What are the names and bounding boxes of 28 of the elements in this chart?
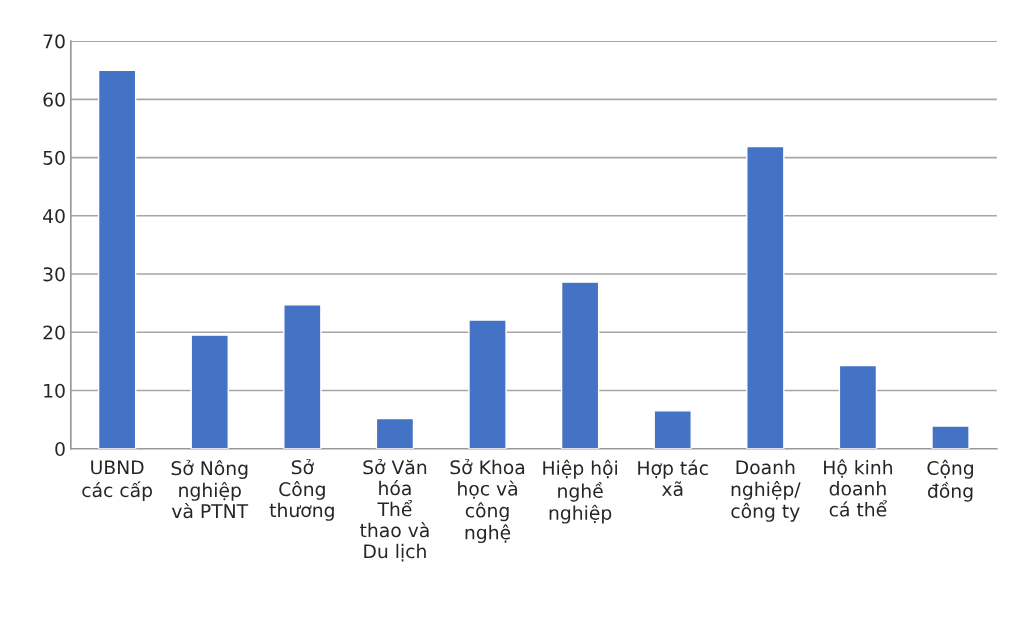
bar: [838, 364, 878, 449]
x-tick-label: Sở Công thương: [269, 458, 334, 521]
x-tick-label: Hợp tác xã: [638, 459, 708, 497]
x-tick-label: Hiệp hội nghề nghiệp: [543, 459, 617, 524]
y-tick-label: 40: [43, 208, 65, 224]
x-tick-label: Sở Văn hóa Thể thao và Du lịch: [360, 458, 429, 562]
bar: [468, 319, 507, 449]
bar: [190, 334, 229, 449]
bar: [653, 410, 692, 449]
x-tick-label: Doanh nghiệp/ công ty: [731, 459, 801, 522]
bar: [746, 145, 785, 449]
y-tick-label: 0: [55, 441, 65, 457]
y-tick-label: 60: [43, 92, 65, 107]
bar: [931, 425, 970, 449]
bar: [283, 304, 322, 449]
x-tick-label: Sở Nông nghiệp và PTNT: [171, 459, 249, 519]
x-tick-label: UBND các cấp: [82, 460, 152, 501]
bar: [375, 417, 415, 449]
bar: [97, 69, 137, 449]
y-tick-label: 70: [43, 34, 65, 49]
x-tick-label: Sở Khoa học và công nghệ: [450, 458, 525, 544]
x-tick-label: Cộng đồng: [927, 459, 973, 502]
y-tick-label: 10: [44, 383, 65, 398]
y-tick-label: 30: [43, 267, 65, 282]
x-tick-label: Hộ kinh doanh cá thể: [824, 459, 893, 517]
bar: [560, 281, 600, 449]
y-tick-label: 50: [43, 150, 65, 165]
y-tick-label: 20: [43, 325, 65, 340]
